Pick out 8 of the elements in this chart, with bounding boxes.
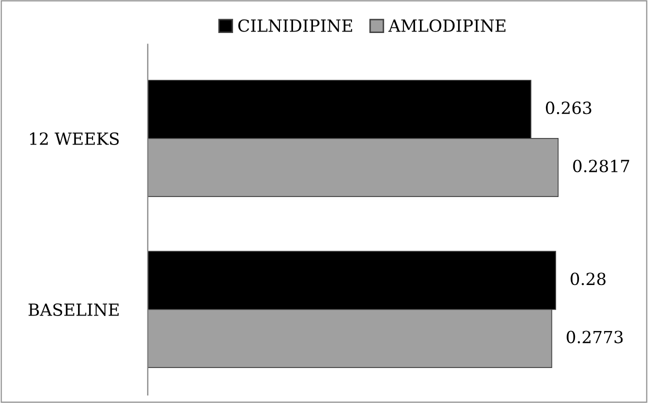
- data-label: 0.2773: [566, 330, 623, 344]
- data-label: 0.263: [546, 102, 592, 114]
- data-label: 0.2817: [573, 160, 630, 172]
- legend-label: CILNIDIPINE: [238, 19, 352, 32]
- legend-label: AMLODIPINE: [388, 19, 506, 32]
- y-tick-label: BASELINE: [28, 303, 119, 316]
- data-label: 0.28: [570, 272, 606, 286]
- y-tick-label: 12 WEEKS: [30, 132, 119, 145]
